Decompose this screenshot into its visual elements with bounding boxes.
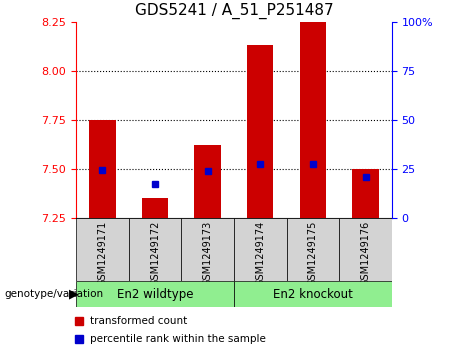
Text: ▶: ▶ [69,287,79,301]
Bar [76,281,234,307]
Text: GSM1249176: GSM1249176 [361,221,371,286]
Bar [195,145,221,218]
Bar [76,218,129,281]
Text: genotype/variation: genotype/variation [5,289,104,299]
Bar [300,22,326,218]
Text: En2 knockout: En2 knockout [273,287,353,301]
Bar [247,45,273,218]
Text: GSM1249172: GSM1249172 [150,221,160,286]
Text: GSM1249174: GSM1249174 [255,221,265,286]
Bar [181,218,234,281]
Title: GDS5241 / A_51_P251487: GDS5241 / A_51_P251487 [135,3,333,19]
Text: GSM1249175: GSM1249175 [308,221,318,286]
Bar [234,281,392,307]
Bar [89,120,116,218]
Bar [129,218,181,281]
Bar [339,218,392,281]
Text: GSM1249173: GSM1249173 [203,221,213,286]
Bar [352,169,378,218]
Bar [287,218,339,281]
Text: GSM1249171: GSM1249171 [97,221,107,286]
Bar [142,198,168,218]
Text: En2 wildtype: En2 wildtype [117,287,193,301]
Text: percentile rank within the sample: percentile rank within the sample [90,334,266,344]
Text: transformed count: transformed count [90,316,188,326]
Bar [234,218,287,281]
